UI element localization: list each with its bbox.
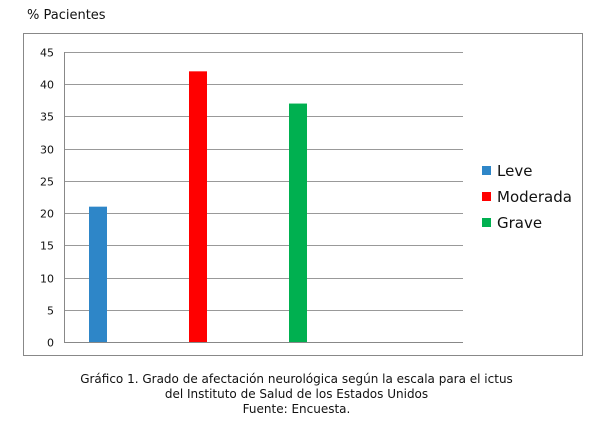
y-tick-label-15: 15 bbox=[40, 240, 54, 253]
bars bbox=[89, 71, 307, 342]
y-tick-label-10: 10 bbox=[40, 273, 54, 286]
y-axis-ticks: 0 5 10 15 20 25 30 35 40 45 bbox=[40, 47, 54, 350]
figure-caption: Gráfico 1. Grado de afectación neurológi… bbox=[0, 372, 593, 417]
y-tick-label-30: 30 bbox=[40, 144, 54, 157]
legend: Leve Moderada Grave bbox=[482, 162, 572, 232]
legend-swatch-grave bbox=[482, 218, 491, 227]
y-tick-label-0: 0 bbox=[47, 337, 54, 350]
legend-label-leve: Leve bbox=[497, 162, 532, 180]
caption-line-3: Fuente: Encuesta. bbox=[242, 402, 351, 416]
bar-grave bbox=[289, 103, 307, 342]
legend-label-moderada: Moderada bbox=[497, 188, 572, 206]
y-axis-title: % Pacientes bbox=[27, 8, 106, 23]
bar-leve bbox=[89, 206, 107, 342]
y-tick-label-45: 45 bbox=[40, 47, 54, 60]
y-tick-label-25: 25 bbox=[40, 176, 54, 189]
legend-swatch-moderada bbox=[482, 192, 491, 201]
y-tick-label-20: 20 bbox=[40, 208, 54, 221]
y-tick-label-5: 5 bbox=[47, 305, 54, 318]
gridlines bbox=[64, 52, 463, 343]
caption-line-1: Gráfico 1. Grado de afectación neurológi… bbox=[80, 372, 513, 386]
caption-line-2: del Instituto de Salud de los Estados Un… bbox=[164, 387, 429, 401]
y-tick-label-35: 35 bbox=[40, 111, 54, 124]
legend-label-grave: Grave bbox=[497, 214, 542, 232]
bar-moderada bbox=[189, 71, 207, 342]
legend-swatch-leve bbox=[482, 166, 491, 175]
y-tick-label-40: 40 bbox=[40, 79, 54, 92]
